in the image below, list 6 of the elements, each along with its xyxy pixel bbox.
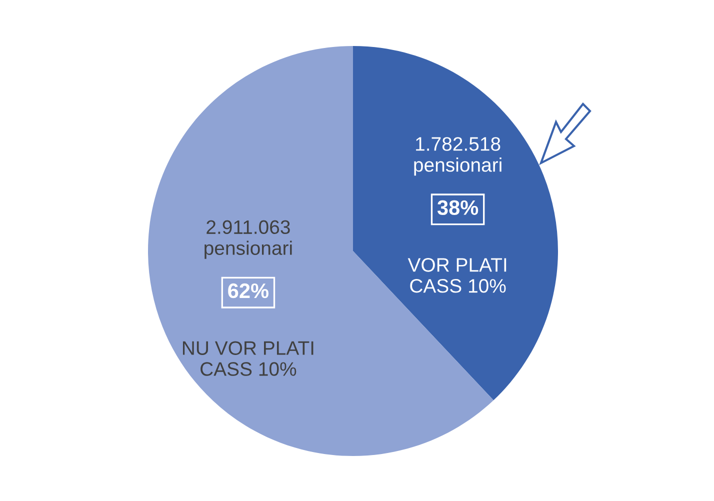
text: 38% bbox=[437, 200, 478, 216]
data-label: 2.911.063 pensionari bbox=[204, 220, 292, 259]
text: 62% bbox=[228, 283, 268, 298]
data-label: 1.782.518 pensionari bbox=[414, 137, 502, 176]
slice-label: VOR PLATI CASS 10% bbox=[408, 258, 506, 293]
slice-label: NU VOR PLATI CASS 10% bbox=[182, 341, 314, 376]
